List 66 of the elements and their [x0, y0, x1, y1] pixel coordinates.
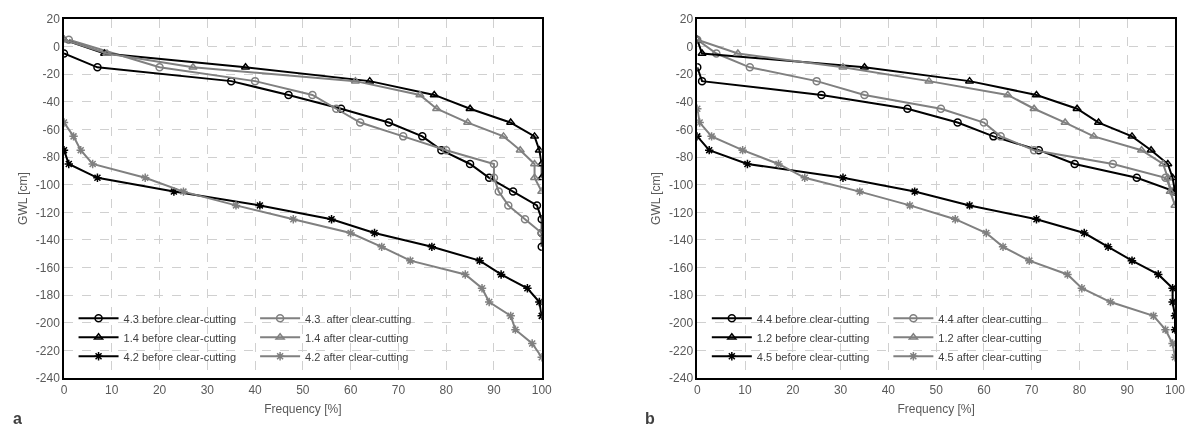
- y-tick-label: -40: [42, 95, 61, 110]
- y-tick-label: 20: [679, 12, 694, 27]
- y-tick-label: -180: [35, 288, 61, 303]
- y-tick-label: 0: [53, 39, 61, 54]
- x-tick-label: 50: [929, 383, 944, 398]
- y-tick-label: -220: [35, 343, 61, 358]
- x-tick-label: 40: [881, 383, 896, 398]
- x-tick-label: 20: [152, 383, 167, 398]
- y-tick-label: -80: [675, 150, 694, 165]
- text: a: [13, 410, 22, 427]
- x-tick-label: 70: [391, 383, 406, 398]
- y-tick-label: -180: [669, 288, 694, 303]
- x-tick-label: 10: [105, 383, 119, 398]
- legend-label: 4.4 before clear-cutting: [756, 312, 870, 325]
- legend-label: 4.5 before clear-cutting: [756, 350, 870, 363]
- y-tick-label: -40: [675, 95, 694, 110]
- x-tick-label: 70: [1025, 383, 1039, 398]
- x-tick-label: 20: [786, 383, 800, 398]
- y-axis-title: GWL [cm]: [15, 172, 30, 225]
- x-tick-label: 60: [343, 383, 358, 398]
- legend-label: 4.2 before clear-cutting: [123, 350, 237, 363]
- y-tick-label: -160: [35, 260, 61, 275]
- y-tick-label: -20: [42, 67, 61, 82]
- y-tick-label: -100: [669, 177, 694, 192]
- x-axis-title: Frequency [%]: [897, 401, 975, 416]
- x-tick-label: 80: [1072, 383, 1087, 398]
- legend-label: 1.2 after clear-cutting: [938, 331, 1042, 344]
- x-tick-label: 30: [200, 383, 215, 398]
- y-tick-label: -60: [42, 122, 61, 137]
- legend-label: 4.5 after clear-cutting: [938, 350, 1042, 363]
- x-tick-label: 80: [439, 383, 454, 398]
- legend-label: 4.3 before clear-cutting: [123, 312, 237, 325]
- x-tick-label: 90: [487, 383, 501, 398]
- legend-label: 4.4 after clear-cutting: [938, 312, 1042, 325]
- x-tick-label: 10: [738, 383, 753, 398]
- y-tick-label: -60: [675, 122, 694, 137]
- y-axis-title: GWL [cm]: [648, 172, 663, 225]
- x-tick-label: 30: [833, 383, 848, 398]
- x-tick-label: 100: [531, 383, 553, 398]
- x-tick-label: 100: [1164, 383, 1186, 398]
- x-tick-label: 90: [1120, 383, 1135, 398]
- y-tick-label: -80: [42, 150, 61, 165]
- x-tick-label: 60: [977, 383, 991, 398]
- y-tick-label: -220: [669, 343, 694, 358]
- y-tick-label: -120: [35, 205, 61, 220]
- y-tick-label: -100: [35, 177, 61, 192]
- legend-label: 4.2 after clear-cutting: [305, 350, 409, 363]
- text: b: [645, 410, 655, 427]
- y-tick-label: -200: [669, 315, 694, 330]
- x-axis-title: Frequency [%]: [264, 401, 342, 416]
- y-tick-label: -160: [669, 260, 694, 275]
- y-tick-label: -140: [669, 233, 694, 248]
- y-tick-label: 20: [46, 12, 61, 27]
- y-tick-label: -20: [675, 67, 694, 82]
- x-tick-label: 50: [296, 383, 310, 398]
- legend-label: 1.4 before clear-cutting: [123, 331, 237, 344]
- x-tick-label: 40: [248, 383, 263, 398]
- y-tick-label: 0: [686, 39, 694, 54]
- y-tick-label: -120: [669, 205, 694, 220]
- legend-label: 1.4 after clear-cutting: [305, 331, 409, 344]
- y-tick-label: -240: [669, 371, 694, 386]
- y-tick-label: -200: [35, 315, 61, 330]
- y-tick-label: -240: [35, 371, 61, 386]
- legend-label: 1.2 before clear-cutting: [756, 331, 870, 344]
- y-tick-label: -140: [35, 233, 61, 248]
- legend-label: 4.3 after clear-cutting: [305, 312, 412, 325]
